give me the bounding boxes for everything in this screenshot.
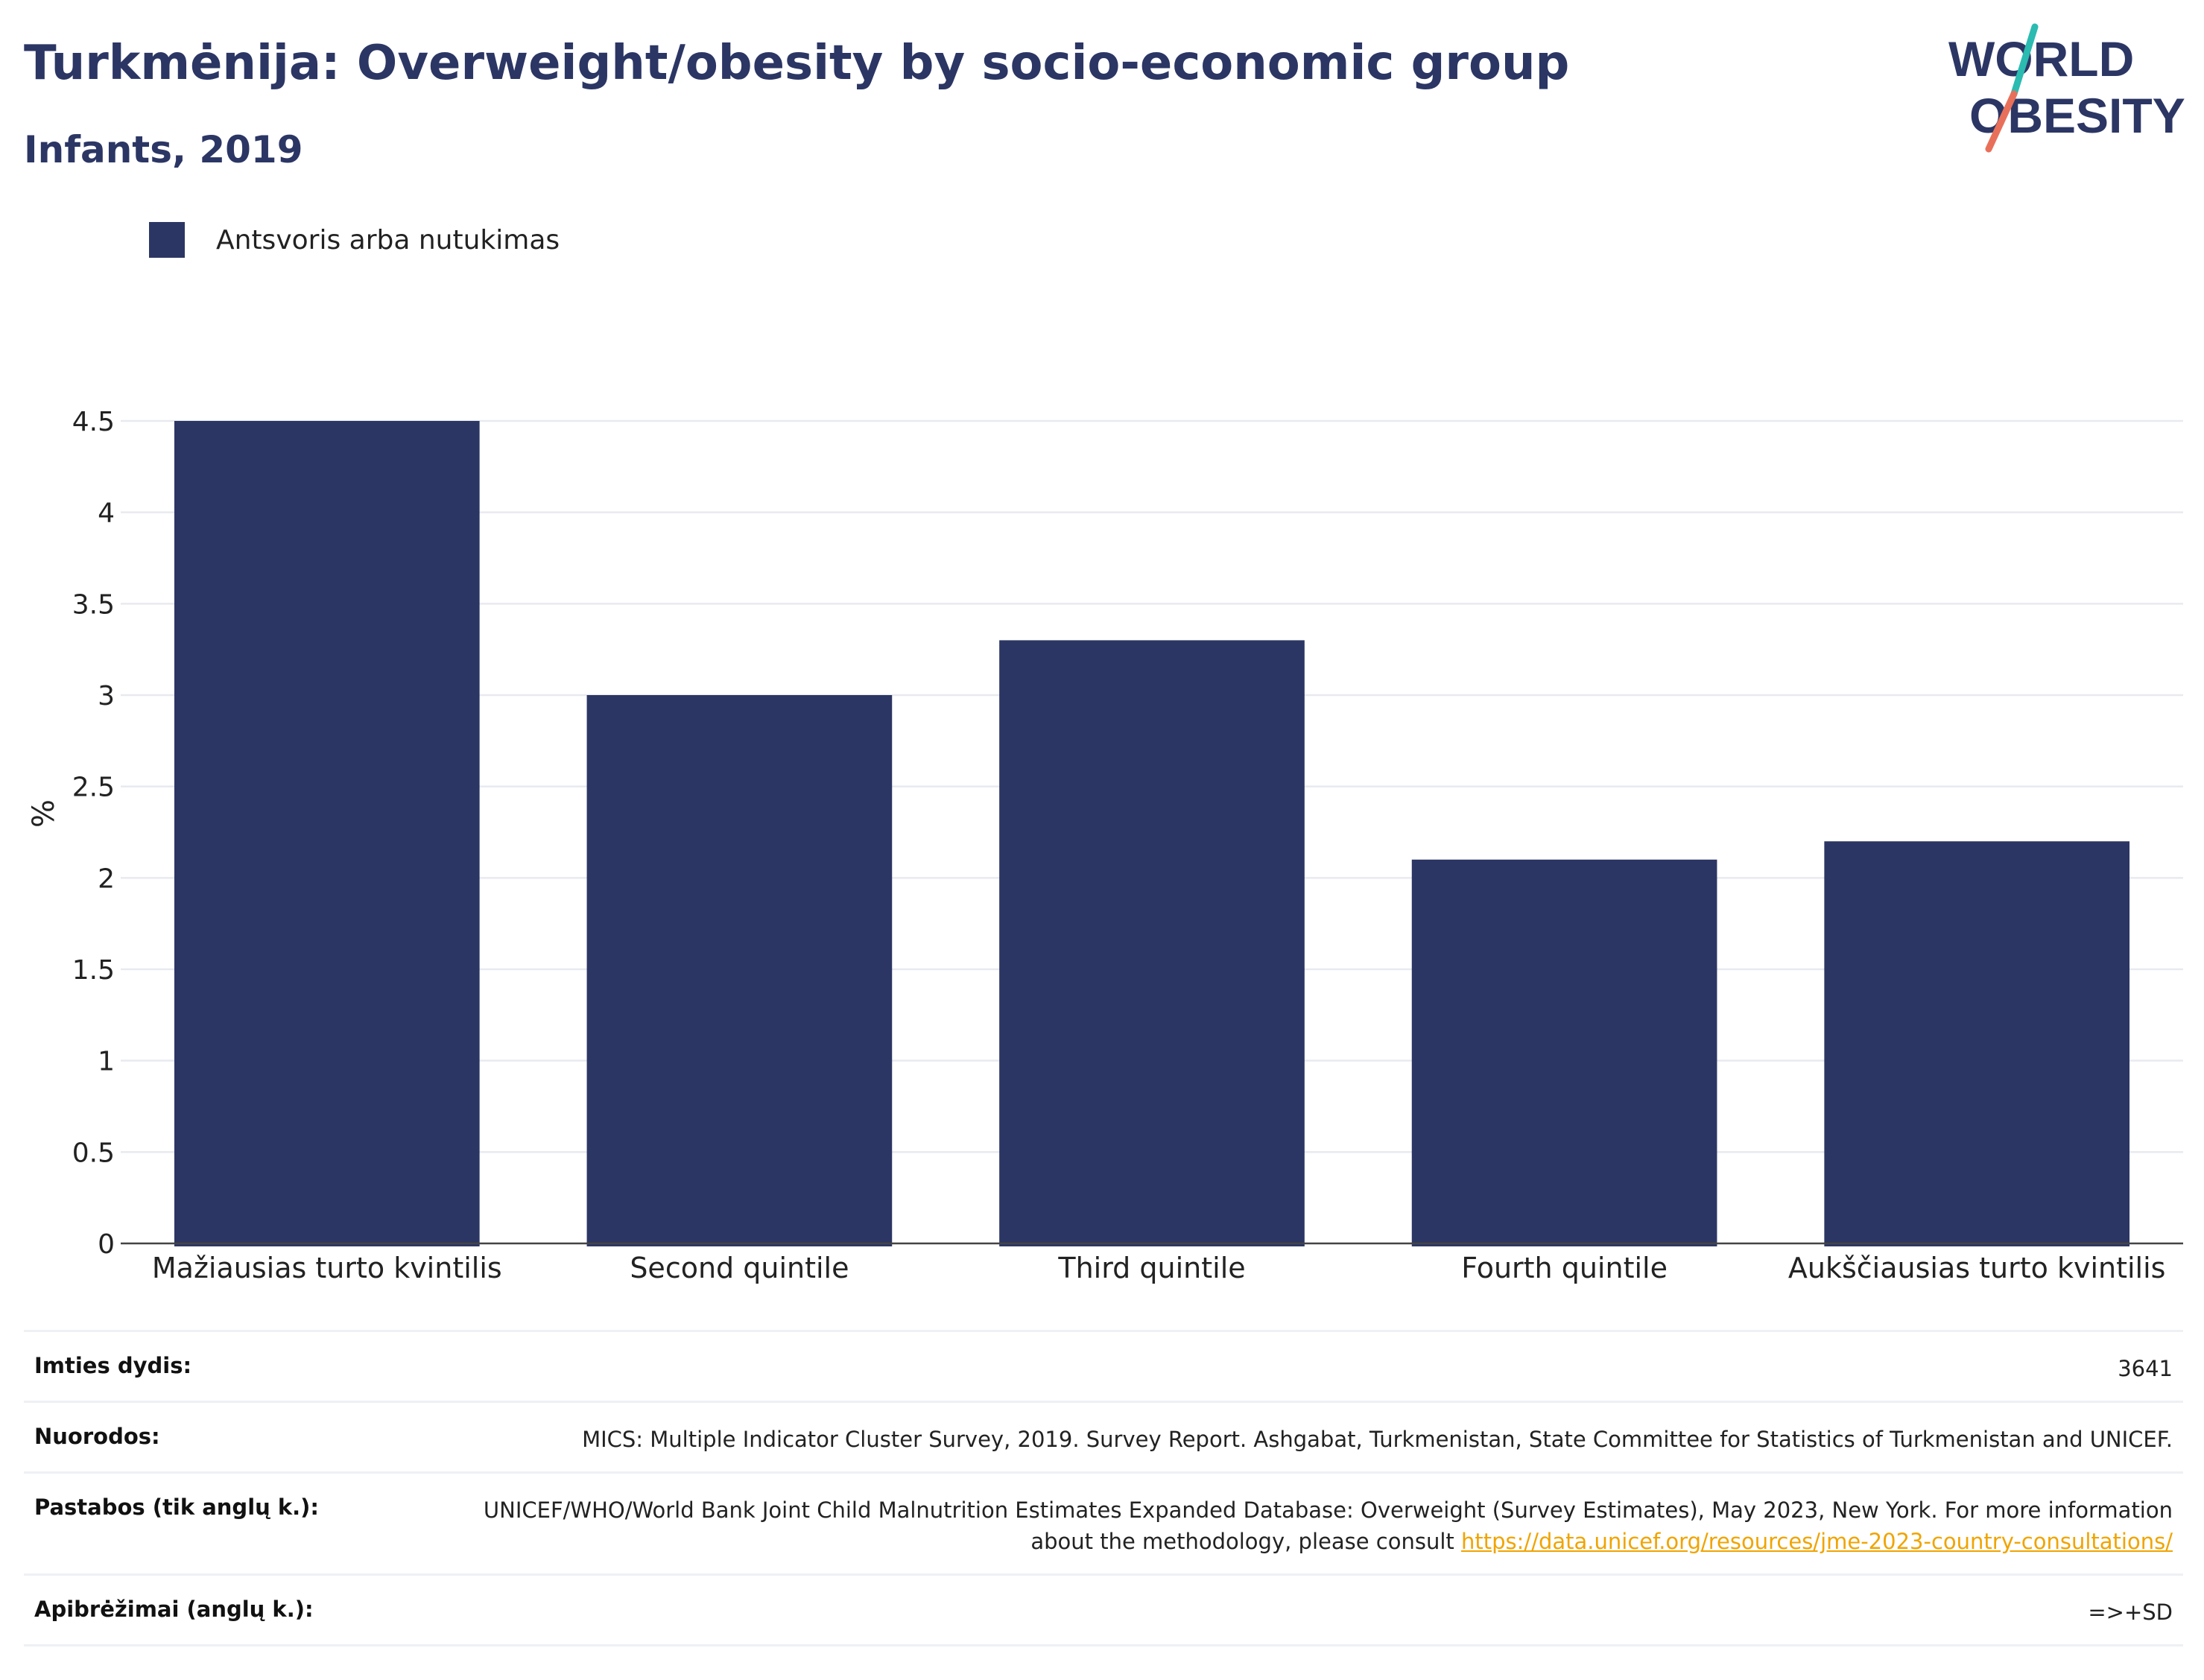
notes-text: UNICEF/WHO/World Bank Joint Child Malnut… — [483, 1497, 2173, 1554]
y-tick-label: 4.5 — [72, 407, 115, 437]
bar[interactable] — [1824, 841, 2130, 1246]
notes-label: Pastabos (tik anglų k.): — [34, 1494, 320, 1520]
y-tick-label: 0.5 — [72, 1138, 115, 1168]
world-obesity-logo: WORLD OBESITY — [1948, 23, 2185, 153]
info-table: Imties dydis: 3641 Nuorodos: MICS: Multi… — [24, 1330, 2183, 1646]
methodology-link[interactable]: https://data.unicef.org/resources/jme-20… — [1461, 1529, 2173, 1554]
y-axis-title: % — [27, 799, 61, 828]
logo-slash-top — [2010, 23, 2039, 98]
y-tick-label: 2.5 — [72, 773, 115, 803]
bar-chart: 0 0.5 1 1.5 2 2.5 3 3.5 4 4.5 Mažiausias turto kv… — [27, 407, 2183, 1284]
references-label: Nuorodos: — [34, 1424, 160, 1449]
y-tick-label: 3.5 — [72, 589, 115, 620]
bar[interactable] — [1411, 859, 1717, 1246]
x-tick-label: Mažiausias turto kvintilis — [152, 1252, 502, 1284]
x-tick-label: Aukščiausias turto kvintilis — [1788, 1252, 2166, 1284]
info-row-sample-size: Imties dydis: 3641 — [24, 1332, 2183, 1403]
bars — [174, 421, 2130, 1246]
sample-size-label: Imties dydis: — [34, 1353, 192, 1378]
bar[interactable] — [586, 695, 893, 1246]
y-tick-label: 3 — [98, 681, 115, 711]
logo-text-world: WORLD — [1948, 31, 2134, 86]
x-tick-labels: Mažiausias turto kvintilis Second quintil… — [152, 1252, 2166, 1284]
x-tick-label: Fourth quintile — [1461, 1252, 1668, 1284]
bar[interactable] — [999, 640, 1305, 1246]
x-tick-label: Third quintile — [1057, 1252, 1245, 1284]
info-row-notes: Pastabos (tik anglų k.): UNICEF/WHO/Worl… — [24, 1474, 2183, 1576]
y-tick-labels: 0 0.5 1 1.5 2 2.5 3 3.5 4 4.5 — [72, 407, 115, 1260]
chart-subtitle: Infants, 2019 — [24, 128, 303, 171]
references-value: MICS: Multiple Indicator Cluster Survey,… — [582, 1427, 2173, 1452]
logo-slash-bottom — [1985, 90, 2018, 153]
y-tick-label: 0 — [98, 1229, 115, 1260]
info-row-definitions: Apibrėžimai (anglų k.): =>+SD — [24, 1576, 2183, 1646]
definitions-value: =>+SD — [2088, 1600, 2173, 1625]
info-row-references: Nuorodos: MICS: Multiple Indicator Clust… — [24, 1403, 2183, 1474]
notes-value: UNICEF/WHO/World Bank Joint Child Malnut… — [481, 1494, 2173, 1557]
y-tick-label: 2 — [98, 863, 115, 894]
x-tick-label: Second quintile — [630, 1252, 849, 1284]
legend-swatch — [149, 222, 185, 258]
sample-size-value: 3641 — [2118, 1356, 2173, 1381]
bar[interactable] — [174, 421, 480, 1246]
y-tick-label: 1.5 — [72, 955, 115, 986]
chart-title: Turkmėnija: Overweight/obesity by socio-… — [24, 36, 1570, 91]
definitions-label: Apibrėžimai (anglų k.): — [34, 1597, 314, 1622]
y-tick-label: 4 — [98, 498, 115, 529]
legend-label: Antsvoris arba nutukimas — [216, 224, 560, 256]
chart-legend[interactable]: Antsvoris arba nutukimas — [149, 222, 560, 258]
y-tick-label: 1 — [98, 1047, 115, 1077]
